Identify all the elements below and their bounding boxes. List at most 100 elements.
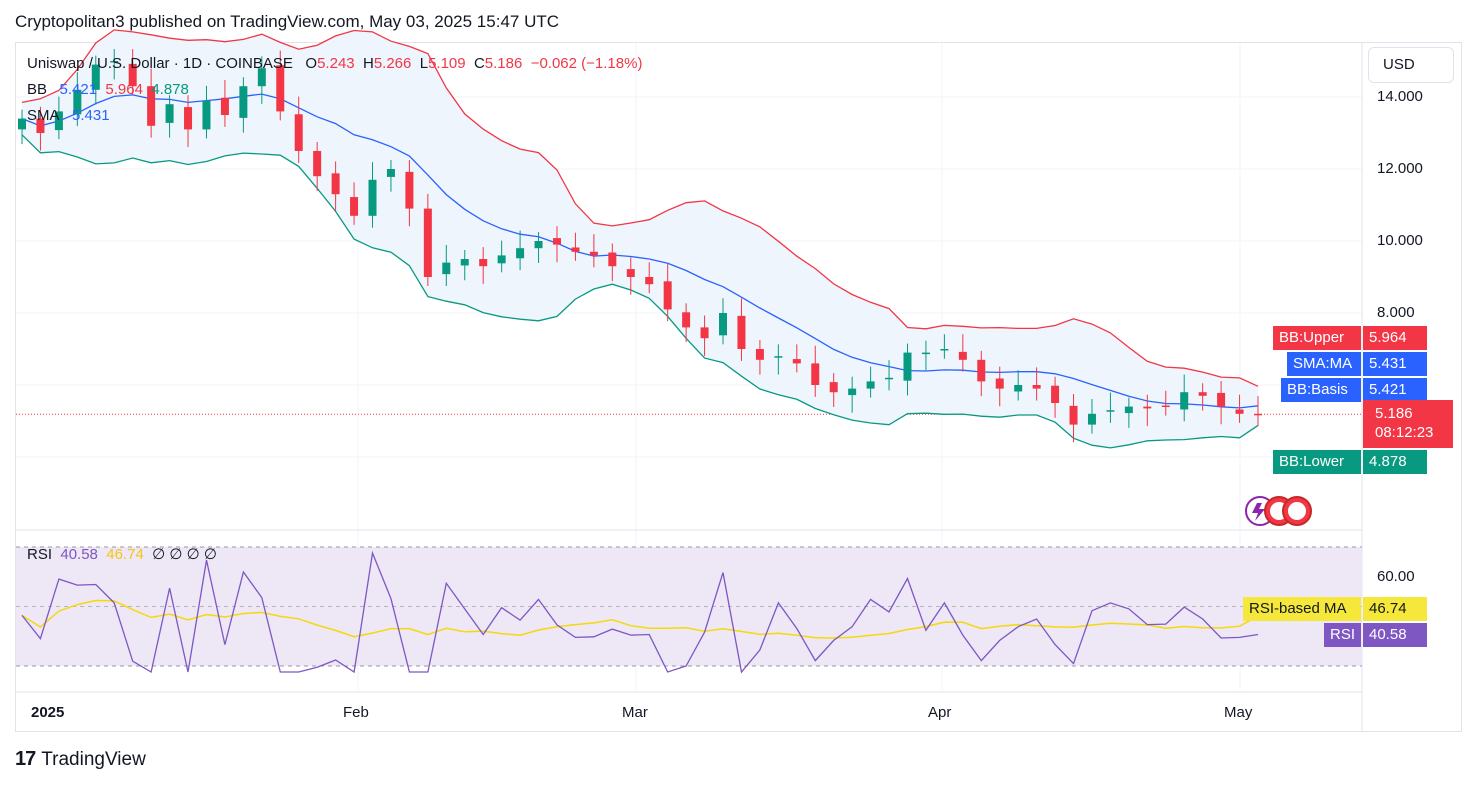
legend-ohlc: Uniswap / U.S. Dollar · 1D · COINBASE O5… <box>27 55 643 72</box>
bb-lower-line <box>21 134 1259 449</box>
tag-rsi-ma-value: 46.74 <box>1363 597 1427 621</box>
candle-body-45 <box>848 388 857 396</box>
rsi-panel <box>16 546 1362 674</box>
candle-body-41 <box>774 356 783 358</box>
candle-body-53 <box>995 378 1004 389</box>
candle-body-1 <box>36 118 45 133</box>
tag-rsi-value: 40.58 <box>1363 623 1427 647</box>
last-price-value: 5.186 <box>1375 405 1413 422</box>
candle-body-59 <box>1106 410 1115 412</box>
rsi-ma-line <box>21 599 1259 639</box>
tag-bb-lower-value: 4.878 <box>1363 450 1427 474</box>
candle-body-9 <box>184 107 193 130</box>
candle-body-32 <box>608 252 617 267</box>
rsi-tick-60: 60.00 <box>1377 568 1415 585</box>
candle-body-19 <box>368 179 377 216</box>
candle-body-64 <box>1198 392 1207 396</box>
candle-body-27 <box>516 248 525 259</box>
candle-body-10 <box>202 100 211 130</box>
tag-sma-label: SMA:MA <box>1287 352 1361 376</box>
candle-body-26 <box>497 255 506 264</box>
footer-brand-text: TradingView <box>41 748 146 770</box>
candle-body-34 <box>645 277 654 285</box>
candle-body-28 <box>534 241 543 249</box>
tag-bb-basis-value: 5.421 <box>1363 378 1427 402</box>
candle-body-36 <box>682 312 691 328</box>
tag-rsi-ma-label: RSI-based MA <box>1243 597 1361 621</box>
bb-upper-line <box>21 29 1259 387</box>
candle-body-66 <box>1235 409 1244 414</box>
candle-body-17 <box>331 173 340 195</box>
last-price-countdown: 08:12:23 <box>1375 424 1434 441</box>
candle-body-20 <box>386 169 395 177</box>
candle-body-55 <box>1032 385 1041 389</box>
bolt-glyph <box>1252 503 1265 521</box>
candle-body-48 <box>903 352 912 381</box>
candle-body-16 <box>313 151 322 177</box>
currency-button[interactable]: USD <box>1368 47 1454 83</box>
candle-body-44 <box>829 382 838 393</box>
candle-body-29 <box>552 238 561 245</box>
candle-body-51 <box>958 351 967 360</box>
candle-body-38 <box>719 313 728 336</box>
candle-body-65 <box>1217 392 1226 407</box>
flag-badges <box>1245 496 1312 526</box>
candle-body-15 <box>294 114 303 151</box>
time-tick-feb: Feb <box>343 704 369 721</box>
candle-body-25 <box>479 259 488 267</box>
chart-frame <box>15 42 1462 732</box>
candle-body-63 <box>1180 392 1189 410</box>
candle-body-24 <box>460 259 469 266</box>
candle-body-39 <box>737 315 746 349</box>
candle-body-62 <box>1161 405 1170 408</box>
bb-fill <box>22 29 1258 448</box>
publisher-line: Cryptopolitan3 published on TradingView.… <box>15 12 560 31</box>
time-tick-apr: Apr <box>928 704 952 721</box>
candle-body-35 <box>663 281 672 310</box>
candle-body-31 <box>589 251 598 256</box>
candle-body-61 <box>1143 406 1152 409</box>
candle-body-4 <box>91 64 100 90</box>
candle-body-30 <box>571 247 580 252</box>
tag-bb-lower-label: BB:Lower <box>1273 450 1361 474</box>
candle-body-42 <box>792 359 801 364</box>
price-tick-14: 14.000 <box>1377 88 1423 105</box>
tradingview-logo-icon: 17 <box>15 748 36 770</box>
legend-bb: BB 5.421 5.964 4.878 <box>27 81 189 98</box>
candle-body-7 <box>147 86 156 126</box>
tag-sma-value: 5.431 <box>1363 352 1427 376</box>
candle-body-58 <box>1087 413 1096 425</box>
candle-body-11 <box>220 97 229 115</box>
candle-body-46 <box>866 381 875 389</box>
candle-body-21 <box>405 171 414 209</box>
rsi-line <box>21 550 1259 674</box>
candle-body-13 <box>257 68 266 87</box>
candle-body-67 <box>1254 413 1262 416</box>
candle-body-37 <box>700 327 709 339</box>
candle-body-14 <box>276 65 285 112</box>
candle-body-3 <box>73 89 82 115</box>
candle-body-6 <box>128 63 137 87</box>
time-tick-mar: Mar <box>622 704 648 721</box>
legend-sma: SMA 5.431 <box>27 107 110 124</box>
candle-body-60 <box>1124 406 1133 414</box>
tag-bb-upper-label: BB:Upper <box>1273 326 1361 350</box>
tag-bb-basis-label: BB:Basis <box>1281 378 1361 402</box>
candle-body-0 <box>18 118 26 130</box>
candle-body-49 <box>921 352 930 355</box>
time-tick-may: May <box>1224 704 1253 721</box>
candle-body-23 <box>442 262 451 275</box>
footer-brand[interactable]: 17 TradingView <box>15 748 146 771</box>
price-tick-12: 12.000 <box>1377 160 1423 177</box>
candle-body-12 <box>239 86 248 118</box>
legend-rsi: RSI 40.58 46.74 ∅ ∅ ∅ ∅ <box>27 546 217 563</box>
candle-body-2 <box>54 111 63 131</box>
candle-body-47 <box>885 377 894 380</box>
tag-rsi-label: RSI <box>1324 623 1361 647</box>
tag-bb-upper-value: 5.964 <box>1363 326 1427 350</box>
price-tick-10: 10.000 <box>1377 232 1423 249</box>
candle-body-56 <box>1051 385 1060 403</box>
candle-body-18 <box>350 197 359 216</box>
candle-body-43 <box>811 363 820 385</box>
